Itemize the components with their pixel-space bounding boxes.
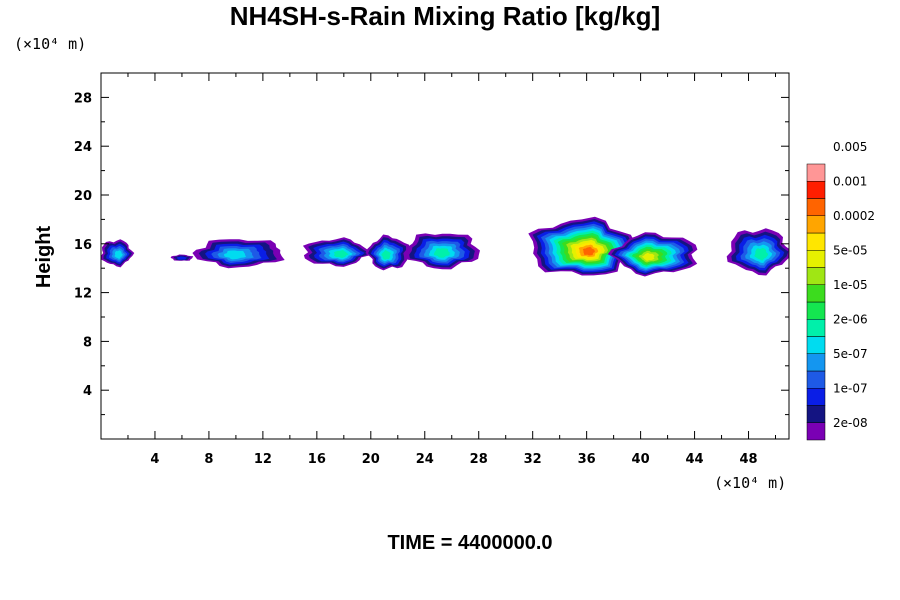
colorbar-cell [806,267,826,285]
colorbar-label: 1e-07 [833,381,868,395]
x-tick-label: 44 [686,452,704,467]
y-tick-label: 8 [83,335,92,350]
colorbar-cell [806,353,826,372]
colorbar-cell [806,301,826,320]
colorbar-cell [806,215,826,234]
x-tick-label: 32 [524,452,542,467]
contour-level [642,253,655,261]
y-tick-label: 4 [83,384,92,399]
x-tick-label: 28 [470,452,488,467]
x-tick-label: 48 [739,452,757,467]
contour-level [433,248,450,258]
colorbar-label: 0.0002 [833,209,875,223]
colorbar-cell [806,370,826,389]
y-tick-label: 20 [74,189,92,204]
colorbar-label: 0.001 [833,174,867,188]
colorbar-cell [806,232,826,251]
colorbar-cell [806,198,826,216]
y-tick-label: 16 [74,238,92,253]
x-tick-label: 16 [308,452,326,467]
colorbar-label: 2e-08 [833,416,868,430]
colorbar-cell [806,181,826,199]
x-tick-label: 36 [578,452,596,467]
y-tick-label: 28 [74,91,92,106]
colorbar-label: 2e-06 [833,312,868,326]
colorbar-cell [806,388,826,406]
x-tick-label: 20 [362,452,380,467]
plot-frame [100,72,790,440]
time-label: TIME = 4400000.0 [387,532,552,554]
y-axis-label: Height [33,226,55,289]
contour-level [114,250,123,259]
chart-title: NH4SH-s-Rain Mixing Ratio [kg/kg] [230,1,660,31]
y-tick-label: 24 [74,140,92,155]
y-tick-label: 12 [74,287,92,302]
x-tick-label: 24 [416,452,434,467]
contour-level [754,247,769,261]
y-unit-label: (×10⁴ m) [14,35,86,53]
colorbar-cell [806,422,826,441]
colorbar-cell [806,284,826,303]
colorbar-cell [806,405,826,423]
contour-level [582,246,595,256]
x-tick-label: 8 [204,452,213,467]
colorbar-label: 5e-05 [833,243,868,257]
contour-level [176,256,187,260]
colorbar-cell [806,319,826,337]
contour-level [381,250,391,260]
colorbar-label: 5e-07 [833,347,868,361]
x-unit-label: (×10⁴ m) [714,474,786,492]
colorbar-cell [806,163,826,182]
colorbar-cell [806,250,826,268]
contour-field [101,216,789,277]
colorbar-label: 1e-05 [833,278,868,292]
colorbar: 2e-08 1e-07 5e-07 2e-06 1e-05 5e-05 0.0002 0.00… [806,140,875,441]
colorbar-label: 0.005 [833,140,867,154]
colorbar-cell [806,336,826,354]
contour-level [223,250,247,260]
contour-level [333,250,349,258]
x-tick-label: 40 [632,452,650,467]
x-tick-label: 12 [254,452,272,467]
x-tick-label: 4 [150,452,159,467]
